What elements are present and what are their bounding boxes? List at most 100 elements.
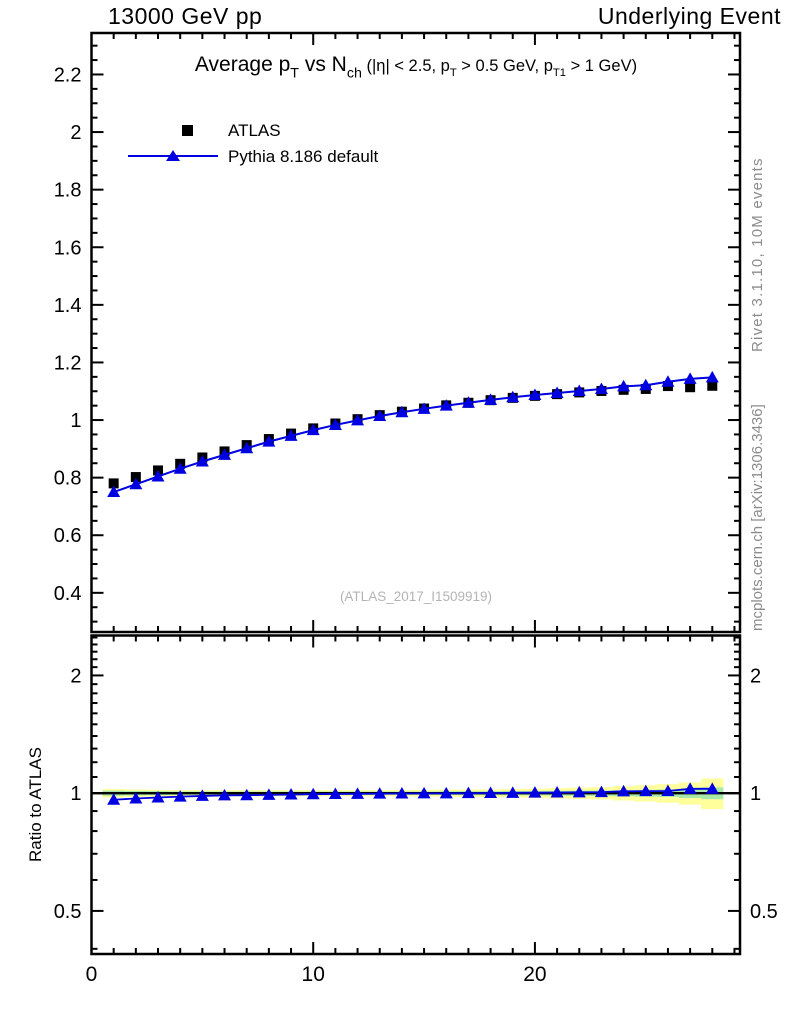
ratio-data-point	[550, 785, 564, 798]
title-segment: (|η| < 2.5, p	[361, 57, 450, 75]
plot-title-cuts: (|η| < 2.5, pT > 0.5 GeV, pT1 > 1 GeV)	[361, 57, 638, 79]
pythia-data-point	[218, 448, 232, 460]
ratio-data-point	[395, 787, 409, 799]
xtick-label: 0	[86, 963, 98, 986]
atlas-data-point	[108, 478, 119, 489]
pythia-data-point	[461, 396, 475, 408]
ratio-data-point	[328, 787, 342, 800]
atlas-data-point	[130, 472, 141, 483]
main-ytick-label: 0.4	[54, 583, 82, 605]
plot-title: Average pT vs Nch (|η| < 2.5, pT > 0.5 G…	[195, 53, 637, 81]
main-ytick-label: 2.2	[54, 64, 82, 86]
pythia-data-point	[284, 429, 298, 441]
ratio-data-point	[240, 788, 254, 801]
ratio-data-point	[351, 787, 365, 799]
ratio-data-point	[617, 784, 631, 797]
title-segment: T1	[552, 67, 566, 80]
pythia-data-point	[151, 469, 165, 482]
pythia-line	[113, 376, 713, 493]
pythia-data-point	[262, 435, 276, 447]
ratio-ytick-label-right: 2	[750, 665, 761, 687]
pythia-data-point	[639, 378, 653, 391]
plot-title-main: Average pT vs Nch	[195, 53, 362, 81]
legend-marker-atlas-square	[182, 125, 193, 136]
pythia-data-point	[306, 423, 320, 436]
pythia-data-point	[173, 462, 187, 474]
xtick-label: 20	[523, 963, 546, 986]
pythia-data-point	[240, 441, 254, 454]
main-ytick-label: 2	[70, 122, 81, 144]
main-ytick-label: 0.8	[54, 468, 82, 490]
pythia-data-point	[594, 382, 608, 394]
pythia-data-point	[351, 413, 365, 426]
pythia-data-point	[661, 375, 675, 387]
ratio-line	[113, 787, 713, 801]
ratio-data-point	[461, 786, 475, 799]
legend-label-pythia: Pythia 8.186 default	[228, 147, 379, 166]
ratio-ytick-label-right: 1	[750, 783, 761, 805]
main-ytick-label: 1.2	[54, 352, 82, 374]
title-segment: T	[449, 67, 457, 80]
pythia-data-point	[705, 370, 719, 383]
pythia-data-point	[550, 386, 564, 398]
ratio-ytick-label-right: 0.5	[750, 901, 778, 923]
header-analysis-group: Underlying Event	[597, 3, 781, 29]
analysis-id-watermark: (ATLAS_2017_I1509919)	[339, 589, 493, 604]
ratio-data-point	[284, 788, 298, 800]
pythia-data-point	[506, 390, 520, 403]
ratio-data-point	[594, 785, 608, 798]
header-beam-energy: 13000 GeV pp	[108, 3, 263, 29]
ratio-data-point	[195, 789, 209, 801]
main-ytick-label: 1	[70, 410, 81, 432]
main-ytick-label: 0.6	[54, 525, 82, 547]
atlas-data-point	[685, 382, 696, 393]
ratio-panel-frame	[90, 634, 742, 956]
pythia-data-point	[107, 485, 121, 498]
ratio-ytick-label: 1	[70, 783, 81, 805]
ratio-data-point	[306, 787, 320, 800]
rivet-version-credit: Rivet 3.1.10, 10M events	[749, 157, 766, 352]
ratio-ytick-label: 2	[70, 665, 81, 687]
title-segment: vs N	[299, 53, 347, 76]
ratio-ytick-label: 0.5	[54, 901, 82, 923]
ratio-data-point	[484, 786, 498, 799]
ratio-data-point	[218, 788, 232, 801]
pythia-data-point	[528, 388, 542, 400]
legend-label-atlas: ATLAS	[228, 121, 281, 140]
pythia-data-point	[683, 372, 697, 384]
pythia-data-point	[617, 379, 631, 392]
main-ytick-label: 1.8	[54, 180, 82, 202]
ratio-data-point	[639, 784, 653, 797]
ratio-data-point	[528, 786, 542, 798]
ratio-data-point	[683, 782, 697, 794]
ratio-data-point	[107, 793, 121, 805]
ratio-data-point	[506, 786, 520, 798]
pythia-data-point	[395, 405, 409, 418]
title-segment: T	[290, 65, 300, 82]
ratio-data-point	[439, 786, 453, 799]
ratio-data-point	[417, 786, 431, 799]
ratio-data-point	[661, 784, 675, 796]
ratio-data-point	[129, 792, 143, 804]
ratio-data-point	[572, 785, 586, 798]
ratio-data-point	[705, 782, 719, 794]
atlas-data-point	[707, 380, 718, 391]
ratio-data-point	[151, 790, 165, 803]
pythia-data-point	[373, 409, 387, 422]
pythia-data-point	[328, 418, 342, 430]
pythia-data-point	[417, 402, 431, 414]
mcplots-arxiv-credit: mcplots.cern.ch [arXiv:1306.3436]	[749, 404, 766, 631]
pythia-data-point	[484, 393, 498, 405]
pythia-data-point	[195, 455, 209, 467]
main-panel-frame	[90, 31, 742, 634]
xtick-label: 10	[302, 963, 325, 986]
pythia-data-point	[572, 384, 586, 396]
legend-marker-pythia-triangle	[166, 150, 180, 161]
main-ytick-label: 1.4	[54, 295, 82, 317]
title-segment: ch	[346, 65, 362, 82]
title-segment: > 0.5 GeV, p	[456, 57, 553, 75]
ratio-data-point	[262, 788, 276, 800]
ratio-data-point	[173, 790, 187, 802]
